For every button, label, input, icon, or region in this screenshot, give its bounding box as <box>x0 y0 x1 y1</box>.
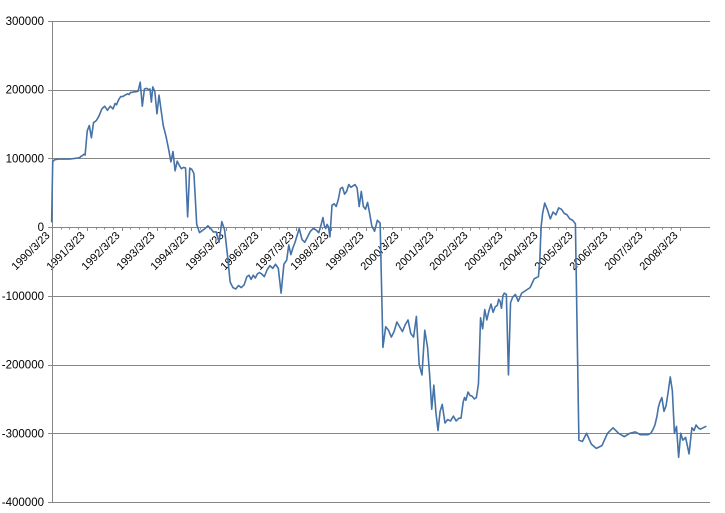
y-axis-label: 100000 <box>6 153 44 165</box>
y-axis-label: 0 <box>38 222 44 234</box>
y-axis-label: 200000 <box>6 85 44 97</box>
y-axis-label: -200000 <box>2 360 44 372</box>
y-axis-label: -300000 <box>2 428 44 440</box>
y-axis-label: 300000 <box>6 16 44 28</box>
gridlines <box>48 21 710 503</box>
series-line-1 <box>50 81 707 459</box>
y-axis-label: -400000 <box>2 497 44 509</box>
y-axis-tick-labels: 300000 200000 100000 0 -100000 -200000 -300000… <box>2 16 44 509</box>
y-axis-label: -100000 <box>2 291 44 303</box>
data-series <box>50 81 707 459</box>
